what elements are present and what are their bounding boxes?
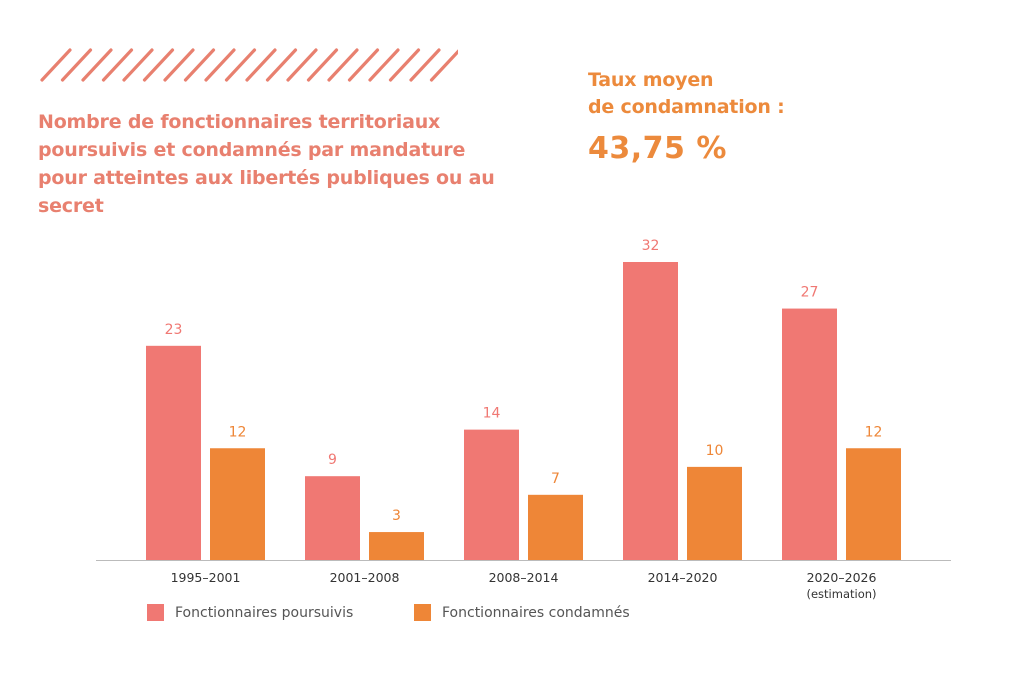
legend-swatch-pursued <box>147 604 164 621</box>
decorative-stripe <box>347 48 380 82</box>
decorative-stripe <box>245 48 277 82</box>
data-label-pursued: 14 <box>483 406 501 422</box>
decorative-stripe <box>142 48 175 82</box>
decorative-stripe <box>429 49 458 82</box>
bar-pursued <box>146 345 201 560</box>
average-rate-label: Taux moyen de condamnation : <box>588 67 785 121</box>
decorative-stripe <box>163 48 195 82</box>
decorative-stripe <box>122 48 154 82</box>
decorative-stripe <box>388 48 421 82</box>
decorative-stripe <box>224 48 257 82</box>
x-tick-note: (estimation) <box>806 587 876 601</box>
legend-label-pursued: Fonctionnaires poursuivis <box>175 604 354 621</box>
decorative-stripe <box>327 48 359 82</box>
bar-convicted <box>846 448 901 560</box>
decorative-stripe <box>101 48 134 82</box>
x-tick-label: 2014–2020 <box>648 570 718 585</box>
x-tick-label: 2001–2008 <box>330 570 400 585</box>
data-label-pursued: 27 <box>801 285 819 301</box>
average-rate-label-line2: de condamnation : <box>588 96 785 118</box>
data-label-pursued: 23 <box>165 322 183 338</box>
x-tick-label: 2020–2026 <box>807 570 877 585</box>
bar-pursued <box>782 308 837 560</box>
bar-convicted <box>687 466 742 560</box>
decorative-stripe <box>204 48 236 82</box>
legend-item-convicted: Fonctionnaires condamnés <box>414 604 630 621</box>
average-rate-label-line1: Taux moyen <box>588 69 714 91</box>
decorative-stripe <box>183 48 216 82</box>
decorative-stripes <box>40 48 458 82</box>
bar-convicted <box>210 448 265 560</box>
bar-pursued <box>623 262 678 560</box>
data-label-pursued: 9 <box>328 452 337 468</box>
decorative-stripe <box>81 48 113 82</box>
decorative-stripe <box>409 48 441 82</box>
bar-convicted <box>369 532 424 560</box>
decorative-stripe <box>40 48 72 82</box>
average-rate-value: 43,75 % <box>588 131 727 166</box>
chart-title: Nombre de fonctionnaires territoriaux po… <box>38 111 495 217</box>
decorative-stripe <box>306 48 339 82</box>
bar-pursued <box>464 429 519 560</box>
decorative-stripe <box>60 48 93 82</box>
legend-item-pursued: Fonctionnaires poursuivis <box>147 604 353 621</box>
decorative-stripe <box>286 48 318 82</box>
data-label-convicted: 10 <box>706 443 724 459</box>
bar-pursued <box>305 476 360 560</box>
decorative-stripe <box>265 48 298 82</box>
legend-label-convicted: Fonctionnaires condamnés <box>442 604 630 621</box>
legend-swatch-convicted <box>414 604 431 621</box>
data-label-convicted: 12 <box>229 424 247 440</box>
x-tick-label: 1995–2001 <box>171 570 241 585</box>
data-label-convicted: 3 <box>392 508 401 524</box>
x-tick-label: 2008–2014 <box>489 570 559 585</box>
decorative-stripe <box>368 48 400 82</box>
bar-convicted <box>528 494 583 560</box>
data-label-convicted: 12 <box>865 424 883 440</box>
data-label-pursued: 32 <box>642 238 660 254</box>
data-label-convicted: 7 <box>551 471 560 487</box>
